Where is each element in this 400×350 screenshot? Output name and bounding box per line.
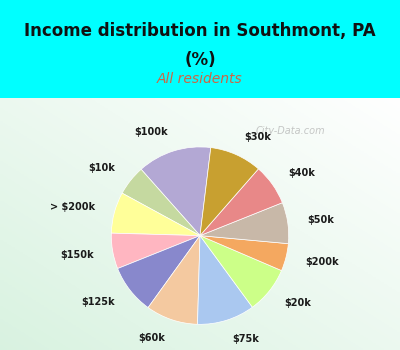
Text: > $200k: > $200k xyxy=(50,202,96,212)
Wedge shape xyxy=(148,236,200,324)
Wedge shape xyxy=(118,236,200,308)
Text: Income distribution in Southmont, PA: Income distribution in Southmont, PA xyxy=(24,22,376,40)
Text: (%): (%) xyxy=(184,51,216,69)
Wedge shape xyxy=(200,236,282,307)
Text: $200k: $200k xyxy=(305,257,338,267)
Text: $50k: $50k xyxy=(307,215,334,225)
Text: All residents: All residents xyxy=(157,72,243,86)
Wedge shape xyxy=(200,169,282,236)
Wedge shape xyxy=(200,148,258,236)
Wedge shape xyxy=(122,169,200,236)
Wedge shape xyxy=(200,236,288,271)
Wedge shape xyxy=(200,203,289,244)
Text: $125k: $125k xyxy=(81,297,115,307)
Text: $150k: $150k xyxy=(60,250,94,260)
Wedge shape xyxy=(111,193,200,236)
Wedge shape xyxy=(198,236,252,324)
Text: $30k: $30k xyxy=(244,132,271,142)
Text: $75k: $75k xyxy=(232,334,259,344)
Text: $20k: $20k xyxy=(285,298,312,308)
Text: $10k: $10k xyxy=(88,163,115,173)
Text: City-Data.com: City-Data.com xyxy=(255,126,325,136)
Wedge shape xyxy=(111,233,200,268)
Text: $60k: $60k xyxy=(138,333,165,343)
Wedge shape xyxy=(141,147,211,236)
Text: $40k: $40k xyxy=(288,168,315,178)
Text: $100k: $100k xyxy=(134,127,168,137)
